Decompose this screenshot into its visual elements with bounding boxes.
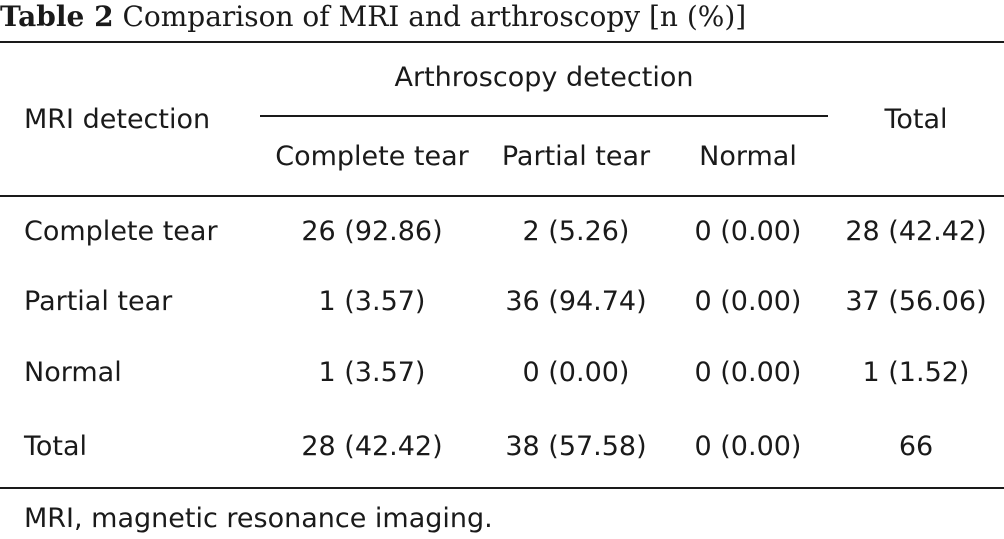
total-header-label: Total <box>884 104 948 135</box>
table-caption: Table 2 Comparison of MRI and arthroscop… <box>0 0 746 38</box>
group-header-rule <box>260 115 828 117</box>
subheader-complete-tear: Complete tear <box>275 141 469 172</box>
top-rule <box>0 41 1004 43</box>
table-cell: 26 (92.86) <box>301 216 443 247</box>
header-bottom-rule <box>0 195 1004 197</box>
subheader-normal: Normal <box>699 141 797 172</box>
table-cell: 66 <box>898 431 934 462</box>
table-cell: 0 (0.00) <box>694 286 802 317</box>
bottom-rule <box>0 487 1004 489</box>
table-footnote: MRI, magnetic resonance imaging. <box>24 503 493 534</box>
table-cell: 37 (56.06) <box>845 286 987 317</box>
table-caption-label: Table 2 <box>0 0 114 33</box>
row-label: Normal <box>24 357 122 388</box>
table-cell: 2 (5.26) <box>522 216 630 247</box>
subheader-partial-tear: Partial tear <box>501 141 651 172</box>
table-cell: 0 (0.00) <box>522 357 630 388</box>
table-cell: 1 (1.52) <box>862 357 970 388</box>
group-header-label: Arthroscopy detection <box>394 62 694 93</box>
table-cell: 36 (94.74) <box>505 286 647 317</box>
table-cell: 28 (42.42) <box>301 431 443 462</box>
table-cell: 38 (57.58) <box>505 431 647 462</box>
table-caption-text: Comparison of MRI and arthroscopy [n (%)… <box>122 0 747 33</box>
table-cell: 0 (0.00) <box>694 357 802 388</box>
row-label: Total <box>24 431 88 462</box>
row-header-label: MRI detection <box>24 104 211 135</box>
table-cell: 1 (3.57) <box>318 357 426 388</box>
row-label: Complete tear <box>24 216 218 247</box>
table-cell: 1 (3.57) <box>318 286 426 317</box>
table-cell: 28 (42.42) <box>845 216 987 247</box>
table-cell: 0 (0.00) <box>694 216 802 247</box>
table-cell: 0 (0.00) <box>694 431 802 462</box>
row-label: Partial tear <box>24 286 173 317</box>
